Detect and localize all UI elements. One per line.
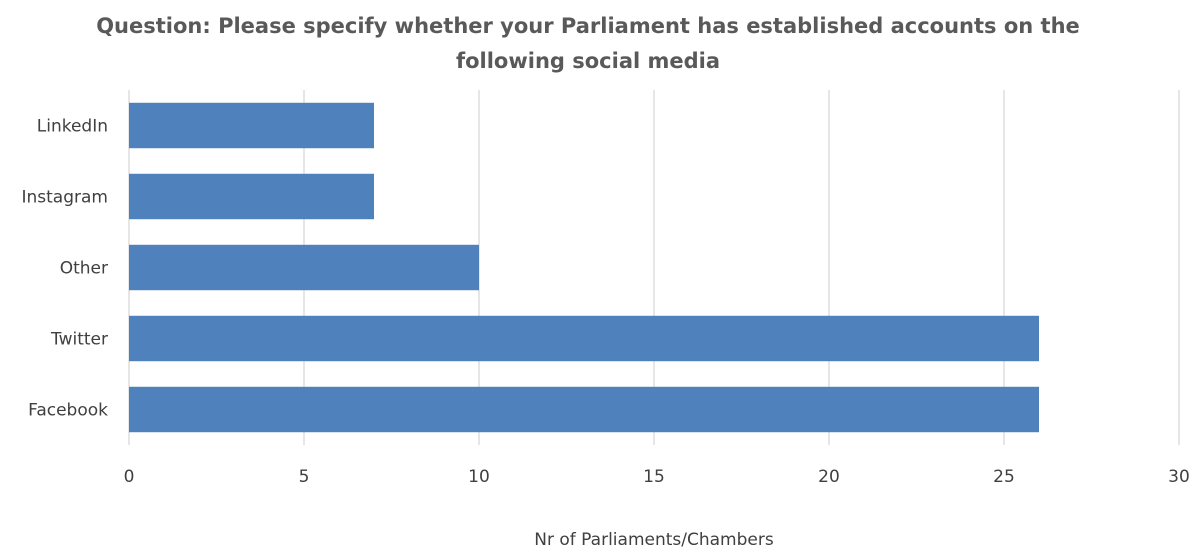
category-label-instagram: Instagram bbox=[22, 188, 109, 208]
chart-title-line-1: Question: Please specify whether your Pa… bbox=[96, 14, 1080, 38]
bar-facebook bbox=[129, 386, 1039, 433]
bars bbox=[129, 102, 1039, 433]
bar-other bbox=[129, 244, 479, 291]
x-tick-label: 0 bbox=[124, 467, 135, 487]
bar-instagram bbox=[129, 173, 374, 220]
x-tick-label: 15 bbox=[643, 467, 665, 487]
x-tick-label: 30 bbox=[1168, 467, 1190, 487]
category-label-twitter: Twitter bbox=[50, 330, 108, 350]
x-tick-label: 5 bbox=[299, 467, 310, 487]
x-tick-label: 10 bbox=[468, 467, 490, 487]
x-axis-title: Nr of Parliaments/Chambers bbox=[534, 530, 774, 550]
bar-linkedin bbox=[129, 102, 374, 149]
x-tick-labels: 0 5 10 15 20 25 30 bbox=[124, 467, 1190, 487]
category-label-other: Other bbox=[60, 259, 108, 279]
chart-title-line-2: following social media bbox=[456, 49, 720, 73]
bar-twitter bbox=[129, 315, 1039, 362]
x-tick-label: 20 bbox=[818, 467, 840, 487]
category-label-linkedin: LinkedIn bbox=[37, 117, 108, 137]
category-label-facebook: Facebook bbox=[28, 401, 108, 421]
category-labels: LinkedIn Instagram Other Twitter Facebook bbox=[22, 117, 109, 421]
chart-title: Question: Please specify whether your Pa… bbox=[96, 14, 1080, 73]
x-tick-label: 25 bbox=[993, 467, 1015, 487]
